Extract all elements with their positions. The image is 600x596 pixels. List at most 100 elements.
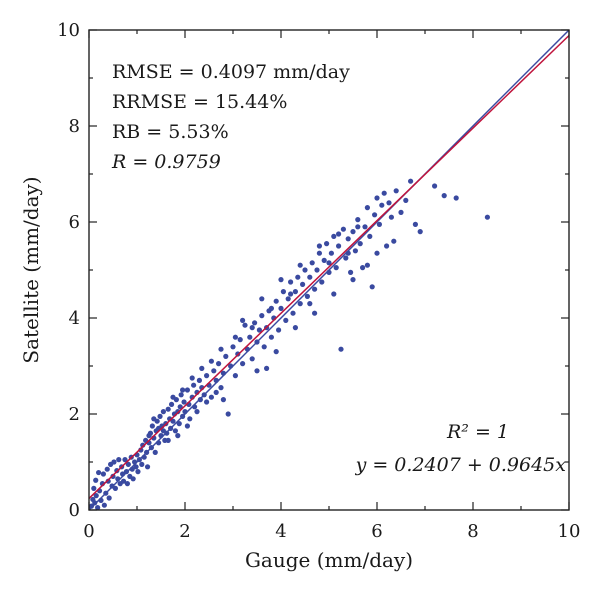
data-point [376, 221, 382, 227]
data-point [247, 334, 253, 340]
data-point [178, 392, 184, 398]
data-point [381, 190, 387, 196]
data-point [130, 476, 136, 482]
data-point [307, 301, 313, 307]
data-point [312, 310, 318, 316]
rrmse-annotation: RRMSE = 15.44% [112, 91, 287, 113]
data-point [218, 346, 224, 352]
data-point [307, 274, 313, 280]
data-point [292, 289, 298, 295]
data-point [326, 260, 332, 266]
data-point [324, 241, 330, 247]
data-point [379, 202, 385, 208]
data-point [283, 317, 289, 323]
data-point [352, 248, 358, 254]
x-tick-label: 6 [371, 521, 382, 542]
y-tick-label: 0 [69, 500, 80, 521]
data-point [280, 289, 286, 295]
data-point [357, 241, 363, 247]
data-point [88, 503, 94, 509]
data-point [240, 317, 246, 323]
data-point [432, 183, 438, 189]
data-point [112, 485, 118, 491]
data-point [165, 406, 171, 412]
data-point [122, 457, 128, 463]
r-annotation: R = 0.9759 [111, 151, 221, 173]
data-point [149, 423, 155, 429]
data-point [254, 368, 260, 374]
y-tick-label: 8 [69, 116, 80, 137]
data-point [204, 373, 210, 379]
x-tick-label: 0 [83, 521, 94, 542]
data-point [140, 442, 146, 448]
data-point [170, 394, 176, 400]
data-point [181, 399, 187, 405]
data-point [175, 433, 181, 439]
data-point [264, 365, 270, 371]
data-point [168, 401, 175, 407]
data-point [355, 224, 361, 230]
data-point [321, 257, 327, 263]
data-point [393, 188, 399, 194]
data-point [345, 236, 351, 242]
data-point [388, 214, 394, 220]
x-axis-label: Gauge (mm/day) [245, 548, 413, 572]
data-point [101, 502, 107, 508]
x-tick-label: 10 [558, 521, 581, 542]
data-point [369, 284, 375, 290]
data-point [261, 344, 267, 350]
data-point [336, 243, 342, 249]
data-point [319, 279, 325, 285]
data-point [350, 229, 356, 235]
data-point [191, 382, 197, 388]
data-point [268, 305, 274, 311]
data-point [196, 377, 202, 383]
data-point [295, 274, 301, 280]
data-point [300, 281, 306, 287]
data-point [93, 493, 99, 499]
data-point [348, 269, 354, 275]
x-tick-label: 8 [467, 521, 478, 542]
data-point [331, 291, 337, 297]
data-point [374, 250, 380, 256]
data-point [95, 505, 101, 511]
x-tick-label: 2 [179, 521, 190, 542]
data-point [391, 238, 397, 244]
rmse-annotation: RMSE = 0.4097 mm/day [112, 61, 350, 83]
data-point [176, 421, 182, 427]
data-point [93, 477, 99, 483]
data-point [331, 233, 337, 239]
data-point [184, 387, 190, 393]
data-point [160, 428, 166, 434]
data-point [208, 358, 214, 364]
data-point [170, 418, 176, 424]
data-point [104, 466, 110, 472]
data-point [91, 485, 97, 491]
data-point [249, 356, 255, 362]
data-point [180, 387, 186, 393]
data-point [139, 461, 145, 467]
data-point [120, 478, 127, 484]
y-tick-label: 2 [69, 404, 80, 425]
data-point [417, 229, 423, 235]
data-point [152, 449, 158, 455]
data-point [314, 267, 320, 273]
data-point [364, 262, 370, 268]
data-point [175, 409, 181, 415]
data-point [398, 209, 404, 215]
data-point [278, 305, 284, 311]
data-point [133, 464, 139, 470]
data-point [225, 411, 231, 417]
data-point [285, 296, 291, 302]
r-squared-annotation: R² = 1 [446, 421, 509, 443]
data-point [408, 178, 414, 184]
data-point [372, 212, 378, 218]
data-point [333, 265, 339, 271]
data-point [441, 193, 447, 199]
y-tick-label: 6 [69, 212, 80, 233]
data-point [367, 233, 373, 239]
data-point [135, 469, 141, 475]
data-point [157, 413, 163, 419]
data-point [259, 313, 265, 319]
data-point [328, 250, 334, 256]
